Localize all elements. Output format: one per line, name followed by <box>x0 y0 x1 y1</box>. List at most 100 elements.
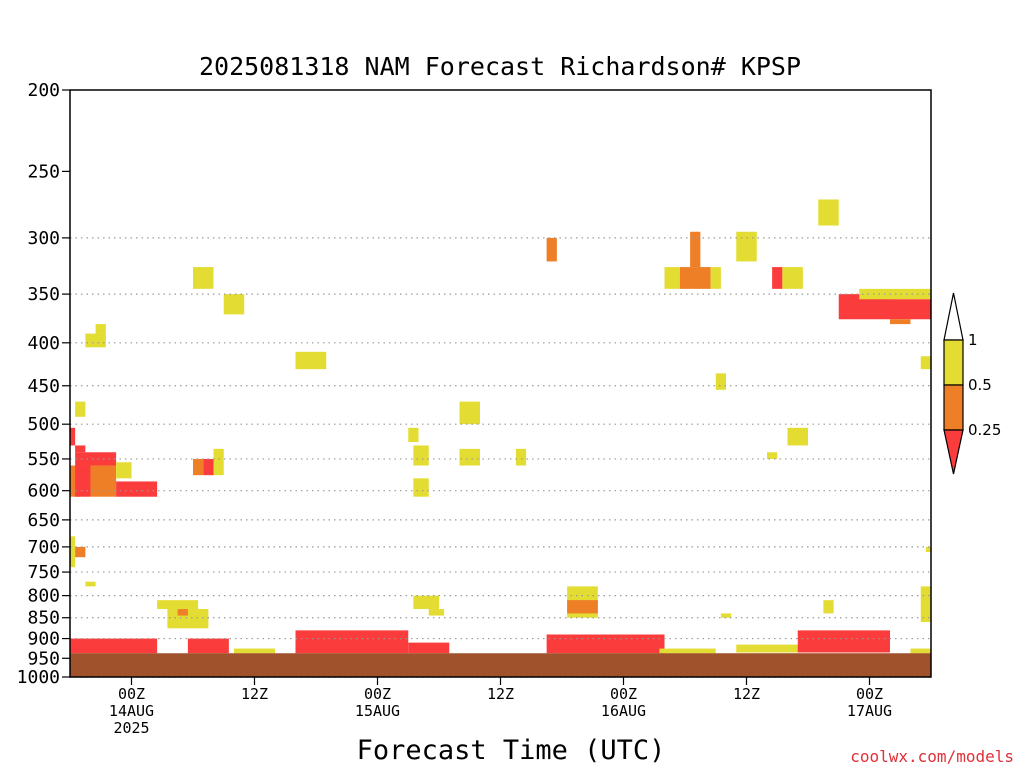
x-tick-label: 00Z <box>118 685 145 703</box>
y-tick-label: 450 <box>27 376 60 397</box>
x-tick-label: 12Z <box>487 685 514 703</box>
ri-cell-yellow <box>85 581 96 587</box>
ri-cell-red <box>75 452 117 466</box>
ri-cell-yellow <box>736 231 757 262</box>
ground-fill <box>70 653 931 677</box>
colorbar-label: 0.25 <box>968 421 1001 439</box>
ground-layer <box>70 653 931 678</box>
plot-area <box>70 199 931 654</box>
ri-cell-yellow <box>234 648 275 654</box>
ri-cell-yellow <box>413 478 429 497</box>
ri-cell-yellow <box>70 536 76 568</box>
x-tick-label: 17AUG <box>847 702 892 720</box>
ri-cell-yellow <box>823 600 834 614</box>
ri-cell-red <box>546 634 665 654</box>
ri-cell-red <box>70 638 158 654</box>
y-tick-label: 350 <box>27 284 60 305</box>
y-tick-label: 700 <box>27 537 60 558</box>
ri-cell-yellow <box>413 445 429 466</box>
ri-cell-orange <box>690 231 701 268</box>
ri-cell-red <box>187 638 229 654</box>
x-tick-label: 14AUG <box>109 702 154 720</box>
ri-cell-red <box>70 427 76 446</box>
ri-cell-orange <box>546 237 557 262</box>
ri-cell-yellow <box>95 324 106 334</box>
ri-cell-red <box>295 630 409 654</box>
y-tick-label: 750 <box>27 562 60 583</box>
ri-cell-yellow <box>782 267 803 289</box>
ri-cell-red <box>116 481 158 497</box>
y-tick-label: 300 <box>27 228 60 249</box>
ri-cell-orange <box>177 609 188 616</box>
colorbar-legend: 1 0.5 0.25 <box>943 292 1001 475</box>
ri-cell-yellow <box>75 401 86 417</box>
ri-cell-orange <box>90 465 117 497</box>
plot-frame <box>69 89 932 678</box>
ri-cell-yellow <box>659 648 716 654</box>
ri-cell-yellow <box>664 267 680 289</box>
ri-cell-red <box>772 267 783 289</box>
ri-cell-orange <box>193 458 204 476</box>
colorbar-label: 0.5 <box>968 376 992 394</box>
ri-cell-yellow <box>787 427 808 446</box>
ri-cell-red <box>75 445 86 453</box>
x-tick-label: 00Z <box>364 685 391 703</box>
ri-cell-yellow <box>116 462 132 479</box>
credit-text: coolwx.com/models <box>850 747 1014 766</box>
x-tick-label: 16AUG <box>601 702 646 720</box>
colorbar-bin-yellow <box>943 339 964 386</box>
ri-cell-yellow <box>459 401 480 425</box>
ri-cell-yellow <box>920 586 931 622</box>
ri-cell-yellow <box>428 609 445 616</box>
ri-cell-yellow <box>213 448 224 476</box>
ri-cell-yellow <box>459 448 480 466</box>
ri-cell-orange <box>890 319 911 325</box>
y-axis: 200 250 300 350 400 450 500 550 600 650 700 750 8008… <box>17 80 70 688</box>
ri-cell-yellow <box>710 267 721 289</box>
ri-cell-yellow <box>767 452 778 459</box>
y-tick-label: 600 <box>27 481 60 502</box>
y-tick-label: 950 <box>27 648 60 669</box>
ri-cell-yellow <box>818 199 839 226</box>
ri-cell-orange <box>679 267 711 289</box>
y-tick-label: 500 <box>27 414 60 435</box>
ri-cell-yellow <box>925 546 931 553</box>
ri-cell-yellow <box>193 267 214 289</box>
colorbar-label: 1 <box>968 331 978 349</box>
x-tick-label: 00Z <box>610 685 637 703</box>
y-tick-label: 650 <box>27 510 60 531</box>
ri-cell-red <box>408 642 450 654</box>
y-tick-label: 250 <box>27 161 60 182</box>
ri-cell-yellow <box>295 351 327 370</box>
y-tick-label: 1000 <box>17 667 60 688</box>
ri-cell-yellow <box>413 595 439 610</box>
y-tick-label: 850 <box>27 608 60 629</box>
x-tick-label: 12Z <box>733 685 760 703</box>
grid-lines <box>70 237 931 678</box>
ri-cell-yellow <box>85 333 106 348</box>
ri-cell-red <box>75 465 91 497</box>
ri-cell-yellow <box>408 427 419 442</box>
chart-title: 2025081318 NAM Forecast Richardson# KPSP <box>199 52 801 81</box>
colorbar-bin-orange <box>943 384 964 431</box>
x-axis-label: Forecast Time (UTC) <box>357 735 666 766</box>
x-tick-label: 2025 <box>113 719 149 737</box>
ri-cell-yellow <box>736 644 808 653</box>
colorbar-over-triangle <box>943 292 964 341</box>
y-tick-label: 400 <box>27 333 60 354</box>
x-tick-label: 15AUG <box>355 702 400 720</box>
ri-cell-yellow <box>157 600 199 610</box>
y-tick-label: 200 <box>27 80 60 101</box>
y-tick-label: 900 <box>27 629 60 650</box>
x-tick-label: 00Z <box>856 685 883 703</box>
colorbar-under-triangle <box>943 429 964 475</box>
ri-cell-yellow <box>715 373 726 390</box>
ri-cell-red <box>797 630 890 653</box>
ri-cell-yellow <box>910 648 931 654</box>
ri-cell-red <box>203 458 214 476</box>
y-tick-label: 800 <box>27 586 60 607</box>
ri-cell-yellow <box>223 294 245 315</box>
ri-cell-red <box>890 299 931 320</box>
